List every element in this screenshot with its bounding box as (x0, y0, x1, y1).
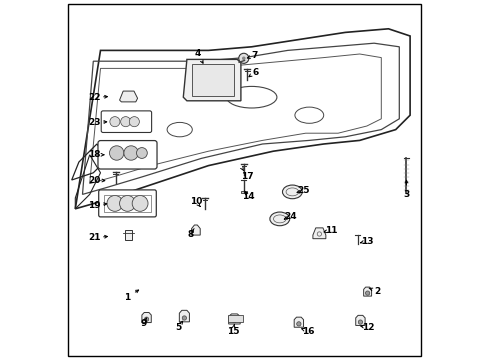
Text: 1: 1 (124, 292, 130, 302)
Circle shape (232, 319, 236, 323)
Text: 5: 5 (174, 323, 181, 332)
Circle shape (358, 320, 362, 324)
Polygon shape (355, 315, 365, 325)
Circle shape (242, 57, 245, 60)
Text: 3: 3 (403, 190, 409, 199)
Ellipse shape (282, 185, 302, 199)
Bar (192, 64, 233, 96)
Circle shape (365, 291, 369, 295)
Text: 2: 2 (374, 287, 380, 296)
Text: 16: 16 (302, 327, 314, 336)
Text: 20: 20 (88, 176, 101, 185)
Polygon shape (191, 225, 200, 235)
Polygon shape (179, 310, 189, 322)
Text: 15: 15 (226, 327, 239, 336)
FancyBboxPatch shape (101, 111, 151, 132)
Circle shape (109, 146, 123, 160)
Text: 25: 25 (297, 186, 309, 195)
Circle shape (182, 316, 186, 320)
Polygon shape (228, 314, 240, 324)
Polygon shape (363, 287, 371, 296)
Text: 19: 19 (88, 201, 101, 210)
Circle shape (107, 195, 122, 211)
Circle shape (129, 117, 139, 127)
Bar (228, 315, 242, 322)
Polygon shape (183, 59, 241, 101)
Circle shape (296, 322, 301, 326)
Text: 18: 18 (88, 150, 101, 159)
Text: 14: 14 (241, 192, 254, 201)
Circle shape (110, 117, 120, 127)
Polygon shape (125, 230, 132, 240)
Circle shape (132, 195, 148, 211)
Text: 10: 10 (189, 197, 202, 206)
Text: 21: 21 (88, 233, 101, 242)
Text: 9: 9 (140, 320, 146, 328)
Text: 17: 17 (240, 172, 253, 181)
Text: 22: 22 (88, 93, 101, 102)
Text: 8: 8 (187, 230, 193, 239)
Ellipse shape (269, 212, 289, 226)
Text: 6: 6 (252, 68, 258, 77)
Text: 4: 4 (194, 49, 201, 58)
Polygon shape (312, 228, 325, 239)
Text: 23: 23 (88, 118, 101, 127)
Text: 11: 11 (324, 226, 336, 235)
Polygon shape (120, 91, 137, 102)
Polygon shape (241, 191, 246, 193)
Polygon shape (142, 312, 151, 323)
FancyBboxPatch shape (98, 140, 157, 169)
Circle shape (121, 117, 130, 127)
Text: 24: 24 (284, 212, 296, 220)
Text: 7: 7 (250, 51, 257, 60)
Text: 12: 12 (362, 323, 374, 332)
Text: 13: 13 (360, 237, 372, 246)
Circle shape (123, 146, 138, 160)
Polygon shape (294, 317, 303, 327)
Circle shape (120, 195, 135, 211)
Circle shape (238, 53, 248, 63)
FancyBboxPatch shape (99, 190, 156, 217)
Circle shape (136, 148, 147, 158)
Circle shape (144, 317, 148, 321)
